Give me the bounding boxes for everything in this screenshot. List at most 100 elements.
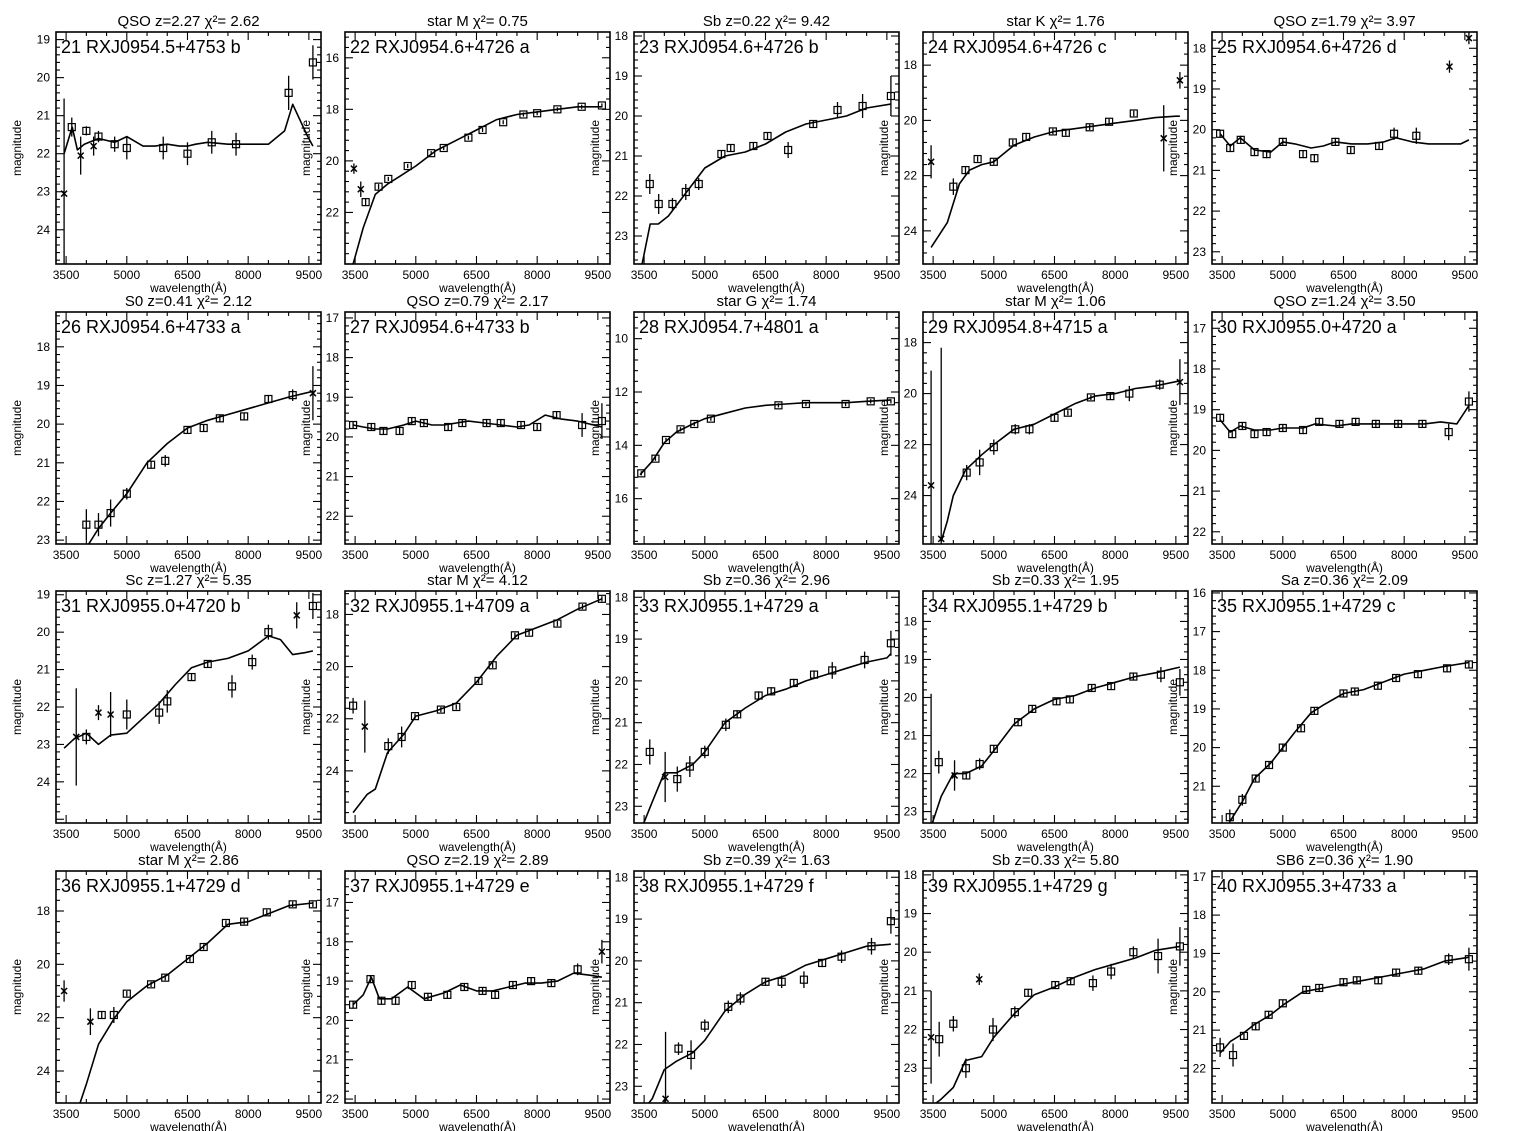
photometry-point — [308, 58, 318, 67]
photometry-point — [240, 917, 249, 926]
photometry-point — [161, 973, 170, 982]
photometry-point — [1278, 137, 1287, 146]
y-tick-label: 20 — [37, 957, 51, 971]
excluded-point — [309, 389, 317, 397]
panel-title: Sb z=0.33 χ²= 1.95 — [992, 572, 1119, 589]
photometry-point — [1251, 774, 1260, 783]
sed-panel: S0 z=0.41 χ²= 2.12 26 RXJ0954.6+4733 a mag… — [10, 293, 323, 575]
sed-panel: Sb z=0.36 χ²= 2.96 33 RXJ0955.1+4729 a mag… — [588, 572, 901, 854]
y-tick-label: 19 — [1193, 946, 1207, 960]
photometry-point — [264, 394, 273, 404]
excluded-point — [1160, 134, 1168, 142]
x-tick-label: 8000 — [813, 548, 840, 562]
x-tick-label: 5000 — [980, 548, 1007, 562]
object-label: 22 RXJ0954.6+4726 a — [350, 37, 531, 57]
photometry-point — [478, 986, 487, 996]
y-tick-label: 20 — [904, 113, 918, 127]
plot-area — [1215, 391, 1474, 441]
y-tick-label: 21 — [37, 109, 51, 123]
x-tick-label: 8000 — [1102, 548, 1129, 562]
photometry-point — [1239, 1031, 1249, 1040]
photometry-point — [1371, 419, 1380, 429]
x-tick-label: 9500 — [1452, 548, 1479, 562]
excluded-point — [107, 710, 115, 719]
y-tick-label: 18 — [1193, 908, 1207, 922]
photometry-point — [837, 952, 846, 961]
photometry-point — [397, 732, 406, 742]
x-tick-label: 3500 — [631, 268, 658, 282]
plot-frame — [344, 870, 611, 1104]
plot-frame — [922, 311, 1189, 545]
excluded-point — [927, 158, 935, 166]
x-tick-label: 8000 — [1391, 1107, 1418, 1121]
y-tick-label: 21 — [326, 470, 340, 484]
x-tick-label: 9500 — [874, 1107, 901, 1121]
photometry-point — [654, 199, 663, 209]
sed-panel: star M χ²= 1.06 29 RXJ0954.8+4715 a magnit… — [877, 293, 1190, 575]
photometry-point — [860, 655, 869, 665]
sed-panel: QSO z=0.79 χ²= 2.17 27 RXJ0954.6+4733 b ma… — [299, 293, 612, 575]
excluded-point — [293, 611, 301, 619]
model-sed-line — [641, 103, 892, 264]
x-tick-label: 9500 — [585, 827, 612, 841]
y-tick-label: 22 — [37, 494, 51, 508]
photometry-point — [1156, 670, 1165, 679]
photometry-point — [553, 105, 562, 114]
photometry-point — [1153, 951, 1163, 961]
photometry-point — [828, 666, 837, 675]
photometry-point — [724, 1002, 733, 1011]
photometry-point — [1106, 392, 1115, 401]
panel-title: QSO z=1.79 χ²= 3.97 — [1273, 13, 1415, 30]
x-tick-label: 3500 — [342, 827, 369, 841]
y-axis-label: magnitude — [1166, 679, 1180, 735]
y-tick-label: 19 — [37, 378, 51, 392]
photometry-point — [348, 701, 358, 710]
photometry-point — [1464, 660, 1474, 669]
photometry-point — [122, 710, 131, 719]
y-axis-label: magnitude — [588, 120, 602, 176]
x-tick-label: 9500 — [296, 548, 323, 562]
x-tick-label: 8000 — [235, 827, 262, 841]
x-tick-label: 9500 — [1163, 548, 1190, 562]
y-tick-label: 24 — [326, 764, 340, 778]
panel-title: S0 z=0.41 χ²= 2.12 — [125, 293, 252, 310]
x-tick-label: 8000 — [524, 548, 551, 562]
photometry-point — [474, 676, 483, 686]
y-axis-label: magnitude — [299, 400, 313, 456]
excluded-point — [60, 190, 68, 198]
y-tick-label: 18 — [326, 607, 340, 621]
photometry-point — [1050, 413, 1059, 422]
sed-panel: Sc z=1.27 χ²= 5.35 31 RXJ0955.0+4720 b mag… — [10, 572, 323, 854]
photometry-point — [508, 980, 518, 990]
plot-area — [642, 630, 896, 823]
photometry-point — [547, 978, 556, 988]
photometry-point — [97, 1010, 106, 1020]
y-tick-label: 19 — [1193, 403, 1207, 417]
y-tick-label: 18 — [326, 351, 340, 365]
photometry-point — [645, 747, 654, 757]
y-tick-label: 10 — [615, 332, 629, 346]
y-tick-label: 19 — [326, 974, 340, 988]
photometry-point — [801, 399, 811, 409]
x-tick-label: 5000 — [691, 1107, 718, 1121]
x-tick-label: 5000 — [402, 827, 429, 841]
sed-panel: Sa z=0.36 χ²= 2.09 35 RXJ0955.1+4729 c mag… — [1166, 572, 1479, 854]
photometry-point — [1351, 417, 1360, 426]
object-label: 24 RXJ0954.6+4726 c — [928, 37, 1107, 57]
photometry-point — [367, 422, 376, 432]
x-axis-label: wavelength(Å) — [727, 560, 805, 575]
y-tick-label: 23 — [904, 805, 918, 819]
photometry-point — [439, 143, 448, 153]
excluded-point — [1176, 76, 1184, 84]
photometry-point — [423, 992, 433, 1001]
y-tick-label: 20 — [1193, 741, 1207, 755]
x-tick-label: 5000 — [1269, 268, 1296, 282]
y-axis-label: magnitude — [877, 400, 891, 456]
x-tick-label: 6500 — [1330, 548, 1357, 562]
x-tick-label: 6500 — [1041, 1107, 1068, 1121]
y-tick-label: 22 — [1193, 1061, 1207, 1075]
object-label: 26 RXJ0954.6+4733 a — [61, 317, 242, 337]
y-tick-label: 21 — [1193, 163, 1207, 177]
y-tick-label: 19 — [37, 33, 51, 47]
photometry-point — [348, 1000, 358, 1009]
